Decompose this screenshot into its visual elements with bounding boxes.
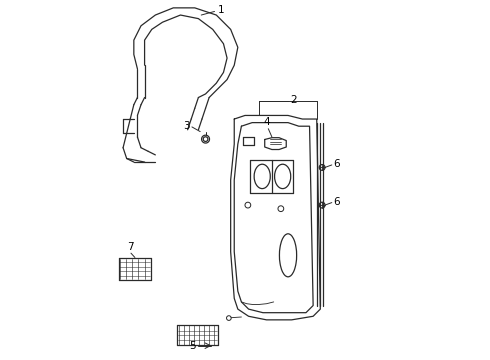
Text: 6: 6: [333, 159, 340, 169]
Text: 1: 1: [218, 5, 225, 15]
Text: 6: 6: [333, 197, 340, 207]
Text: 4: 4: [263, 117, 270, 127]
Text: 5: 5: [189, 341, 196, 351]
Text: 7: 7: [127, 242, 134, 252]
Text: 2: 2: [290, 95, 296, 105]
Text: 3: 3: [183, 121, 190, 131]
